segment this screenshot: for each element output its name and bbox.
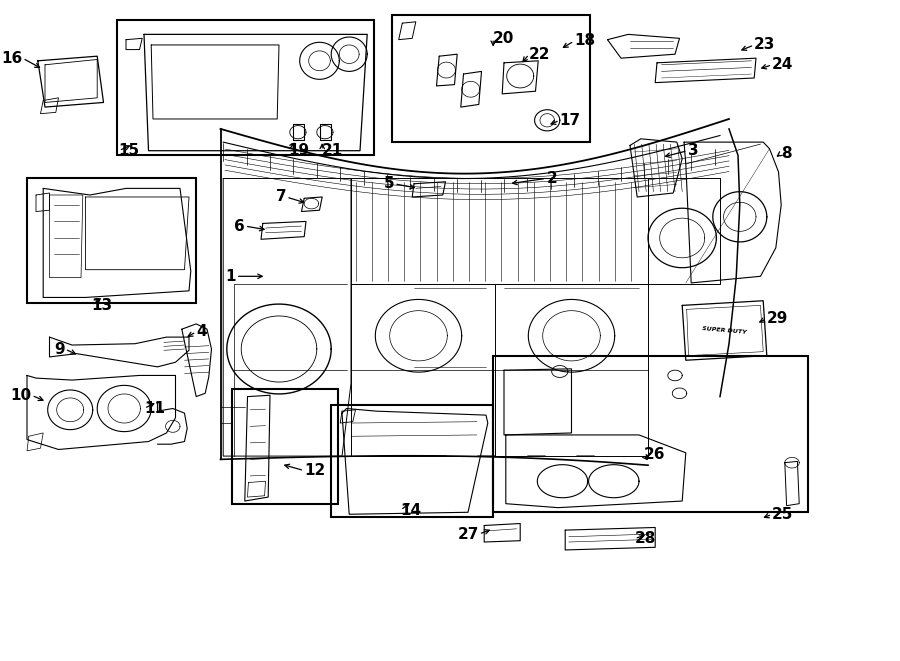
Text: 2: 2	[546, 171, 557, 186]
Text: 25: 25	[772, 507, 794, 522]
Bar	[392, 15, 590, 142]
Text: 28: 28	[634, 531, 656, 546]
Text: 9: 9	[54, 342, 65, 356]
Text: 12: 12	[304, 463, 326, 478]
Bar	[232, 389, 338, 504]
Bar	[331, 405, 493, 517]
Text: 8: 8	[781, 146, 792, 161]
Bar	[493, 356, 808, 512]
Text: 11: 11	[144, 401, 165, 416]
Text: 27: 27	[457, 527, 479, 541]
Text: 18: 18	[574, 34, 595, 48]
Bar	[27, 178, 196, 303]
Text: 17: 17	[560, 113, 580, 128]
Text: 26: 26	[644, 447, 665, 462]
Text: 7: 7	[275, 190, 286, 204]
Text: SUPER DUTY: SUPER DUTY	[702, 326, 747, 335]
Text: 4: 4	[196, 325, 207, 339]
Text: 3: 3	[688, 143, 698, 158]
Text: 21: 21	[322, 143, 344, 158]
Text: 10: 10	[11, 388, 32, 403]
Bar	[117, 20, 374, 155]
Text: 29: 29	[767, 311, 788, 326]
Text: 5: 5	[383, 176, 394, 191]
Text: 6: 6	[234, 219, 245, 233]
Text: 23: 23	[754, 38, 776, 52]
Text: 19: 19	[288, 143, 309, 158]
Text: 16: 16	[1, 51, 22, 65]
Text: 13: 13	[92, 298, 112, 313]
Text: 15: 15	[119, 143, 140, 158]
Text: 1: 1	[225, 269, 236, 284]
Text: 24: 24	[772, 58, 794, 72]
Text: 20: 20	[493, 31, 515, 46]
Text: 22: 22	[529, 47, 551, 61]
Text: 14: 14	[400, 503, 421, 518]
